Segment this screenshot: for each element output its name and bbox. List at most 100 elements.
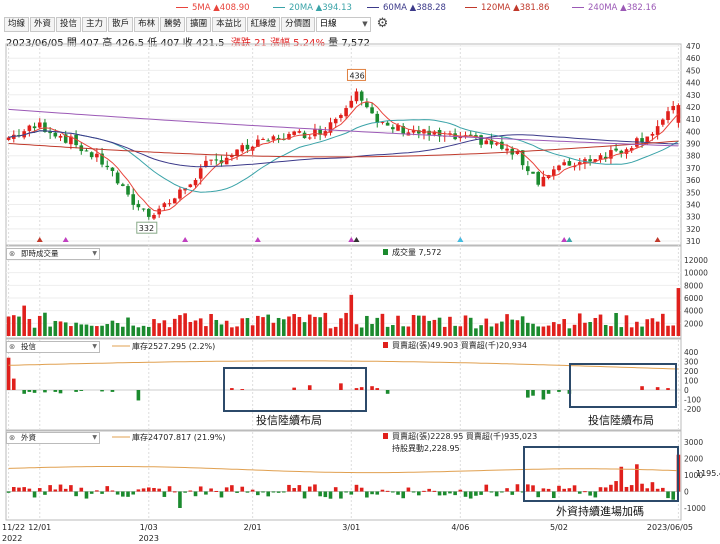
ma-5: 5MA ▲408.90 — [176, 3, 250, 13]
volume-bar — [256, 315, 260, 336]
foreign-bar — [432, 490, 437, 492]
candle-body — [401, 126, 406, 134]
volume-bar — [6, 316, 11, 336]
foreign-bar — [22, 487, 26, 492]
tab-foreign[interactable]: 外資 — [30, 17, 56, 32]
volume-bar — [401, 326, 406, 336]
tab-range[interactable]: 擴圍 — [186, 17, 212, 32]
foreign-bar — [619, 466, 624, 492]
foreign-bar — [48, 485, 52, 492]
trust-bar — [339, 383, 343, 390]
date-year-0: 2022 — [2, 534, 22, 543]
volume-bar — [27, 318, 32, 336]
foreign-bar — [375, 491, 380, 495]
foreign-bar — [328, 491, 333, 499]
tab-retail[interactable]: 散戶 — [108, 17, 134, 32]
candle-body — [219, 160, 224, 164]
foreign-bar — [655, 488, 660, 492]
foreign-bar — [6, 491, 11, 493]
foreign-bar — [292, 488, 296, 492]
candle-body — [396, 124, 400, 131]
tab-bollinger[interactable]: 布林 — [134, 17, 160, 32]
volume-bar — [546, 325, 551, 336]
candle-body — [391, 127, 395, 130]
signal-marker — [457, 237, 464, 242]
volume-bar — [11, 315, 16, 336]
tab-ma[interactable]: 均線 — [4, 17, 30, 32]
volume-bar — [598, 314, 603, 336]
volume-bar — [105, 324, 110, 336]
tab-pe[interactable]: 本益比 — [212, 17, 246, 32]
foreign-bar — [536, 491, 541, 498]
foreign-bar — [32, 491, 37, 498]
foreign-bar — [370, 491, 374, 495]
foreign-bar — [603, 487, 608, 492]
ma-240: 240MA ▲382.16 — [572, 3, 656, 13]
high-label: 436 — [349, 71, 364, 80]
trust-bar — [541, 390, 546, 400]
candle-body — [500, 141, 504, 149]
volume-bar — [567, 328, 572, 336]
candle-body — [188, 184, 193, 188]
foreign-select[interactable]: ⊗ 外資 ▼ — [6, 432, 100, 444]
period-select[interactable]: 日線 ▼ — [315, 17, 371, 32]
candle-body — [427, 130, 431, 136]
trust-holding: 庫存2527.295 (2.2%) — [132, 341, 215, 351]
candle-body — [146, 208, 151, 217]
volume-bar — [588, 322, 592, 336]
trust-tick-0: 400 — [684, 348, 699, 357]
trust-bar — [531, 390, 535, 396]
trust-bar — [230, 388, 234, 390]
vol-legend: 成交量 7,572 — [392, 247, 441, 257]
vol-tick-2: 8000 — [684, 281, 703, 290]
foreign-bar — [666, 491, 670, 499]
ma-20: 20MA ▲394.13 — [273, 3, 352, 13]
foreign-bar — [541, 488, 546, 492]
candle-body — [458, 136, 463, 139]
foreign-bar — [411, 491, 416, 493]
volume-select[interactable]: ⊗ 即時成交量 ▼ — [6, 248, 100, 260]
tab-traffic-light[interactable]: 紅綠燈 — [246, 17, 281, 32]
gear-icon[interactable]: ⚙ — [376, 16, 389, 31]
candle-body — [339, 115, 343, 118]
foreign-bar — [380, 489, 385, 492]
trust-bar — [240, 389, 245, 390]
volume-bar — [427, 320, 431, 336]
candle-body — [136, 203, 141, 208]
candle-body — [609, 150, 613, 159]
volume-bar — [411, 315, 416, 336]
volume-bar — [666, 325, 670, 336]
foreign-bar — [650, 482, 655, 492]
tab-price-dist[interactable]: 分價圖 — [281, 17, 315, 32]
volume-bar — [53, 320, 58, 336]
candle-body — [58, 135, 63, 138]
foreign-bar — [256, 491, 260, 496]
volume-bar — [551, 322, 556, 336]
foreign-bar — [11, 487, 16, 492]
trust-select[interactable]: ⊗ 投信 ▼ — [6, 341, 100, 353]
tab-main-force[interactable]: 主力 — [82, 17, 108, 32]
volume-bar — [141, 325, 146, 336]
candle-body — [167, 203, 172, 205]
candle-body — [48, 131, 52, 134]
tab-momentum[interactable]: 騰勢 — [160, 17, 186, 32]
foreign-bar — [463, 491, 468, 497]
candle-body — [84, 150, 89, 152]
foreign-bar — [468, 491, 473, 499]
candle-body — [562, 162, 566, 166]
foreign-bar — [136, 489, 141, 492]
volume-bar — [276, 317, 281, 336]
candle-body — [307, 137, 312, 139]
foreign-bar — [69, 485, 73, 492]
tab-trust[interactable]: 投信 — [56, 17, 82, 32]
ma5-line — [8, 101, 679, 212]
candle-body — [468, 134, 473, 136]
candle-body — [474, 135, 478, 137]
candle-body — [588, 159, 592, 162]
foreign-holding-line — [8, 466, 679, 474]
foreign-bar — [505, 488, 509, 492]
price-tick-0: 470 — [686, 42, 701, 51]
foreign-bar — [53, 489, 58, 492]
candle-body — [27, 125, 32, 131]
volume-bar — [193, 320, 198, 336]
